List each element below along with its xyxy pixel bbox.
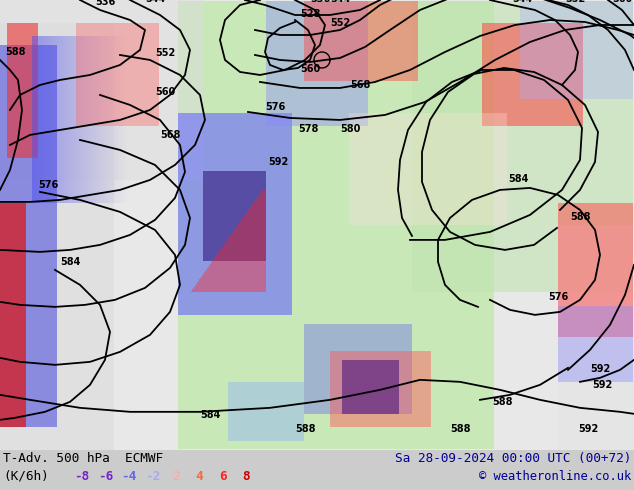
Text: (K/6h): (K/6h) <box>3 470 49 483</box>
Text: 584: 584 <box>508 174 528 184</box>
Text: 576: 576 <box>548 292 568 302</box>
Text: 560: 560 <box>300 64 320 74</box>
Text: 588: 588 <box>295 424 316 434</box>
Text: 536: 536 <box>95 0 115 7</box>
Text: 588: 588 <box>570 212 590 222</box>
Text: 592: 592 <box>590 364 611 374</box>
Text: 528: 528 <box>300 9 320 19</box>
Text: 544: 544 <box>330 0 350 4</box>
Text: -4: -4 <box>121 470 136 483</box>
Text: 568: 568 <box>160 130 181 140</box>
Text: 584: 584 <box>200 410 221 420</box>
Text: 578: 578 <box>298 124 318 134</box>
Text: 544: 544 <box>145 0 165 4</box>
Text: 536: 536 <box>310 0 330 4</box>
Text: 588: 588 <box>492 397 512 407</box>
Text: 8: 8 <box>243 470 250 483</box>
Text: 588: 588 <box>450 424 470 434</box>
Text: 580: 580 <box>340 124 360 134</box>
Text: 592: 592 <box>268 157 288 167</box>
Text: 560: 560 <box>155 87 175 97</box>
Text: 592: 592 <box>578 424 598 434</box>
Text: Sa 28-09-2024 00:00 UTC (00+72): Sa 28-09-2024 00:00 UTC (00+72) <box>394 452 631 465</box>
Text: 544: 544 <box>512 0 533 4</box>
Text: 576: 576 <box>38 180 58 190</box>
Text: 2: 2 <box>172 470 180 483</box>
Text: 568: 568 <box>350 80 370 90</box>
Text: 4: 4 <box>196 470 204 483</box>
Text: 552: 552 <box>565 0 585 4</box>
Text: 576: 576 <box>265 102 285 112</box>
Text: 584: 584 <box>60 257 81 267</box>
Text: -6: -6 <box>98 470 113 483</box>
Text: -8: -8 <box>74 470 89 483</box>
Text: © weatheronline.co.uk: © weatheronline.co.uk <box>479 470 631 483</box>
Text: 552: 552 <box>330 18 350 28</box>
Text: T-Adv. 500 hPa  ECMWF: T-Adv. 500 hPa ECMWF <box>3 452 163 465</box>
Text: 6: 6 <box>219 470 227 483</box>
Text: -2: -2 <box>145 470 160 483</box>
Text: 592: 592 <box>592 380 612 390</box>
Text: 552: 552 <box>155 48 175 58</box>
Text: 588: 588 <box>5 47 25 57</box>
Text: 560: 560 <box>612 0 632 4</box>
